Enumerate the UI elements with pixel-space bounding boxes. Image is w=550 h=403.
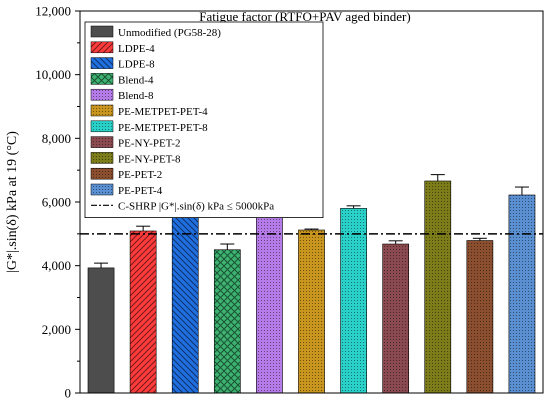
- legend-swatch-outline: [90, 120, 114, 133]
- y-axis: 0 2,000 4,000 6,000 8,000 10,000 12,000: [35, 4, 80, 401]
- legend-swatch-pattern: [91, 89, 113, 101]
- legend-swatch-pattern: [91, 168, 113, 180]
- legend-reference-label: C-SHRP |G*|.sin(δ) kPa ≤ 5000kPa: [118, 200, 274, 212]
- legend-label: PE-METPET-PET-4: [118, 106, 208, 118]
- y-tick-label: 2,000: [42, 322, 71, 337]
- y-tick-label: 10,000: [35, 67, 71, 82]
- bar-pattern: [214, 249, 241, 393]
- legend-swatch-outline: [90, 183, 114, 196]
- bar-pattern: [298, 230, 325, 393]
- legend-swatch-outline: [90, 41, 114, 54]
- legend-label: Unmodified (PG58-28): [118, 27, 221, 39]
- legend-swatch-pattern: [91, 41, 113, 53]
- legend-swatch-pattern: [91, 57, 113, 69]
- legend-swatch-outline: [90, 73, 114, 85]
- legend-label: LDPE-4: [118, 43, 155, 55]
- legend-swatch-outline: [90, 88, 114, 101]
- legend-swatch-outline: [90, 136, 114, 148]
- legend-swatch-outline: [90, 152, 114, 164]
- legend-label: Blend-8: [118, 90, 154, 102]
- legend-label: PE-NY-PET-2: [118, 138, 181, 150]
- bar-pattern: [172, 215, 199, 393]
- y-tick-label: 6,000: [42, 195, 71, 210]
- legend-swatch-outline: [90, 57, 114, 69]
- legend: Unmodified (PG58-28) LDPE-4 LDPE-8 Blend-4 B…: [84, 21, 324, 219]
- legend-swatch-outline: [90, 25, 114, 38]
- legend-swatch-pattern: [91, 73, 113, 85]
- legend-label: PE-METPET-PET-8: [118, 122, 208, 134]
- legend-swatch-pattern: [91, 184, 113, 195]
- y-tick-label: 4,000: [42, 258, 71, 273]
- bar-pattern: [424, 180, 451, 393]
- bar-pattern: [508, 194, 536, 393]
- y-axis-title: |G*|.sin(δ) kPa at 19 (°C): [5, 131, 20, 273]
- bar-pattern: [256, 214, 283, 393]
- legend-swatch-pattern: [91, 120, 113, 132]
- bar: [87, 267, 115, 393]
- bar-pattern: [340, 208, 367, 393]
- legend-label: PE-PET-2: [118, 169, 162, 181]
- y-tick-label: 8,000: [42, 131, 71, 146]
- legend-label: LDPE-8: [118, 59, 155, 71]
- bars-layer: [87, 180, 536, 394]
- legend-swatch-outline: [90, 104, 114, 117]
- y-tick-label: 0: [65, 386, 72, 401]
- legend-label: Blend-4: [118, 74, 154, 86]
- chart-title: Fatigue factor (RTFO+PAV aged binder): [199, 9, 410, 24]
- legend-swatch-pattern: [91, 136, 113, 148]
- y-tick-label: 12,000: [35, 4, 71, 19]
- bar-pattern: [130, 230, 157, 393]
- legend-frame: [84, 21, 324, 219]
- legend-swatch-pattern: [91, 152, 113, 164]
- bar-pattern: [382, 244, 409, 393]
- legend-label: PE-NY-PET-8: [118, 153, 181, 165]
- legend-swatch-outline: [90, 167, 114, 180]
- legend-swatch: [91, 26, 113, 37]
- legend-label: PE-PET-4: [118, 185, 163, 197]
- legend-swatch-pattern: [91, 105, 113, 116]
- bar-pattern: [466, 240, 493, 393]
